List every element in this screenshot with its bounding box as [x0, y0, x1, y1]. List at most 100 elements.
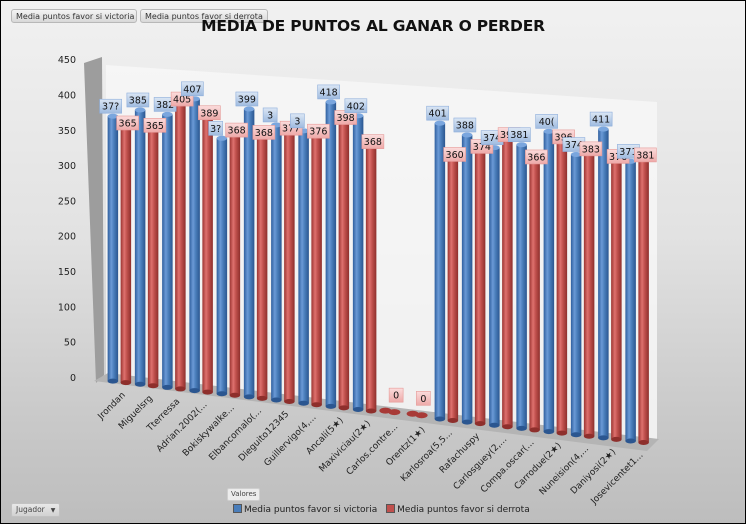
axis-field-button-jugador[interactable]: Jugador ▼ [11, 503, 61, 517]
bar-victoria [325, 101, 337, 407]
bar-derrota [338, 117, 350, 408]
bar-base [189, 388, 200, 394]
bar-derrota [502, 134, 513, 427]
side-wall [84, 57, 104, 383]
data-label-victoria: 399 [238, 95, 256, 106]
bar-base [447, 417, 459, 423]
bar-cap [434, 120, 446, 126]
data-label-derrota-box [116, 115, 139, 131]
bar-cap [461, 132, 473, 138]
data-label-derrota-box [443, 147, 466, 162]
bar-base [202, 389, 213, 395]
data-label-victoria: 402 [347, 101, 365, 112]
legend-label-derrota: Media puntos favor si derrota [397, 505, 530, 515]
data-label-derrota: 383 [582, 144, 600, 155]
bar-base [352, 406, 364, 412]
bar-victoria [598, 129, 609, 438]
bar-derrota [284, 128, 295, 402]
bar-base [229, 392, 241, 398]
bar-derrota [147, 125, 159, 386]
data-label-derrota-box [307, 123, 330, 139]
value-field-button-victoria[interactable]: Media puntos favor si victoria [11, 9, 137, 23]
data-label-victoria: 3? [210, 124, 221, 135]
bar-base [271, 397, 282, 403]
x-tick-label: Josevicentet1... [589, 450, 646, 507]
bar-base [529, 427, 540, 433]
bar-cap [325, 99, 337, 105]
values-field-button[interactable]: Valores [227, 488, 261, 501]
bar-derrota [311, 131, 322, 405]
bar-victoria [516, 144, 527, 429]
data-label-derrota-box [579, 141, 603, 157]
data-label-victoria-box [181, 81, 204, 97]
bar-derrota [583, 148, 595, 437]
bar-base [638, 440, 649, 446]
chart-title: MEDIA DE PUNTOS AL GANAR O PERDER [201, 17, 545, 35]
x-tick-label: Bokiskywalke... [181, 403, 237, 459]
bar-victoria [543, 131, 555, 432]
dropdown-arrow-icon: ▼ [50, 507, 56, 514]
bar-base [611, 436, 622, 442]
bar-base [162, 384, 173, 390]
data-label-victoria: 40( [539, 117, 555, 128]
data-label-victoria: 381 [510, 130, 528, 141]
bar-victoria [298, 130, 309, 404]
data-label-derrota: 377 [282, 124, 300, 135]
data-label-victoria: 411 [592, 115, 610, 126]
axis-field-label: Jugador [16, 505, 45, 514]
bar-derrota [556, 136, 568, 434]
data-label-victoria-box [235, 91, 259, 107]
bar-base [134, 381, 146, 387]
bar-zero [388, 409, 401, 416]
data-label-derrota-box [525, 149, 548, 165]
y-tick-label: 300 [58, 161, 76, 172]
bar-victoria [271, 124, 282, 401]
data-label-victoria: 3 [267, 110, 273, 121]
bar-derrota [175, 99, 186, 389]
data-label-derrota: 365 [119, 118, 137, 129]
data-label-victoria-box [126, 92, 150, 108]
data-label-victoria-box [290, 113, 305, 129]
data-label-victoria: 371 [619, 147, 637, 158]
bar-victoria [243, 109, 255, 397]
bar-cap [243, 106, 255, 112]
bar-base [325, 403, 337, 409]
bar-base [175, 386, 186, 392]
legend: Media puntos favor si victoria Media pun… [233, 504, 536, 515]
legend-swatch-victoria [233, 504, 242, 513]
y-tick-label: 200 [58, 232, 76, 243]
y-tick-label: 150 [58, 267, 76, 278]
bar-zero [415, 412, 428, 419]
bar-derrota [611, 156, 622, 440]
data-label-derrota: 0 [420, 394, 426, 405]
bar-cap [516, 142, 527, 148]
bar-derrota [529, 156, 540, 430]
x-tick-label: Guillervigo(4,... [263, 413, 319, 469]
data-label-derrota: 368 [364, 137, 382, 148]
bar-base [365, 408, 377, 414]
data-label-derrota: 368 [228, 126, 246, 137]
bar-base [298, 400, 309, 406]
bar-victoria [107, 116, 119, 382]
bar-victoria [162, 114, 173, 388]
data-label-derrota-box [143, 118, 167, 133]
bar-cap [107, 113, 119, 119]
bar-derrota [202, 112, 213, 393]
x-tick-label: Karlosroa(5,5... [399, 428, 455, 484]
bar-base [256, 395, 268, 401]
bar-base [434, 416, 446, 422]
data-label-derrota-box [198, 105, 221, 121]
bar-victoria [216, 138, 228, 394]
bar-victoria [434, 123, 446, 419]
data-label-derrota: 398 [337, 113, 355, 124]
legend-swatch-derrota [386, 504, 396, 513]
x-tick-label: Elbancomalo(... [207, 406, 264, 463]
data-label-victoria: 385 [129, 96, 147, 107]
value-field-button-derrota[interactable]: Media puntos favor si derrota [140, 9, 268, 23]
y-axis: 0 50 100 150 200 250 300 350 400 450 [58, 55, 76, 384]
bar-base [502, 424, 513, 430]
data-label-victoria-box [453, 117, 477, 133]
bar-derrota [365, 141, 377, 412]
bar-base [338, 405, 350, 411]
data-label-victoria: 374 [483, 133, 501, 144]
